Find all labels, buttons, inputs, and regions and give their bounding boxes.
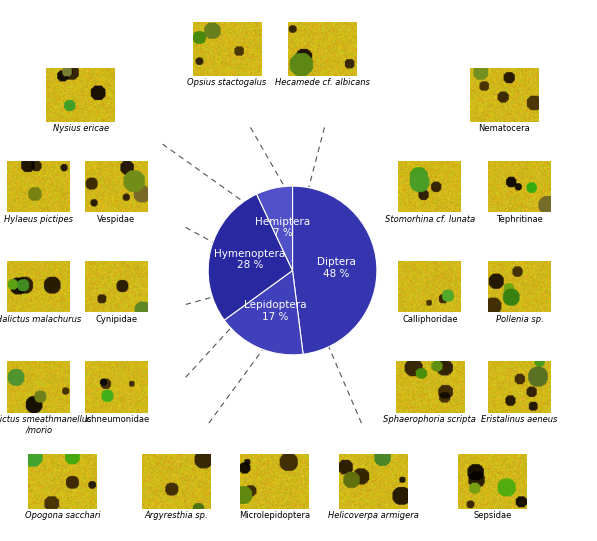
Text: Halictus malachurus: Halictus malachurus [0, 315, 81, 324]
Text: Ichneumonidae: Ichneumonidae [84, 415, 149, 424]
Text: Diptera
48 %: Diptera 48 % [317, 257, 356, 279]
Text: Microlepidoptera: Microlepidoptera [239, 511, 310, 520]
Text: Nysius ericae: Nysius ericae [53, 124, 109, 134]
Text: Opsius stactogalus: Opsius stactogalus [187, 78, 266, 88]
Wedge shape [293, 186, 377, 354]
Text: Cynipidae: Cynipidae [96, 315, 137, 324]
Text: Hymenoptera
28 %: Hymenoptera 28 % [214, 249, 285, 270]
Text: Opogona sacchari: Opogona sacchari [25, 511, 100, 520]
Text: Sepsidae: Sepsidae [473, 511, 512, 520]
Text: Hemiptera
7 %: Hemiptera 7 % [256, 217, 310, 239]
Text: Stomorhina cf. lunata: Stomorhina cf. lunata [384, 215, 475, 224]
Text: Pollenia sp.: Pollenia sp. [496, 315, 543, 324]
Wedge shape [224, 270, 303, 355]
Wedge shape [257, 186, 293, 270]
Text: Eristalinus aeneus: Eristalinus aeneus [481, 415, 558, 424]
Text: Halictus smeathmanellus
/morio: Halictus smeathmanellus /morio [0, 415, 91, 434]
Text: Argyresthia sp.: Argyresthia sp. [144, 511, 208, 520]
Text: Vespidae: Vespidae [97, 215, 136, 224]
Text: Nematocera: Nematocera [479, 124, 530, 134]
Text: Lepidoptera
17 %: Lepidoptera 17 % [244, 300, 306, 321]
Text: Helicoverpa armigera: Helicoverpa armigera [328, 511, 418, 520]
Text: Hylaeus pictipes: Hylaeus pictipes [4, 215, 73, 224]
Text: Calliphoridae: Calliphoridae [402, 315, 458, 324]
Text: Sphaerophoria scripta: Sphaerophoria scripta [383, 415, 476, 424]
Text: Tephritinae: Tephritinae [496, 215, 543, 224]
Wedge shape [208, 194, 293, 320]
Text: Hecamede cf. albicans: Hecamede cf. albicans [275, 78, 370, 88]
